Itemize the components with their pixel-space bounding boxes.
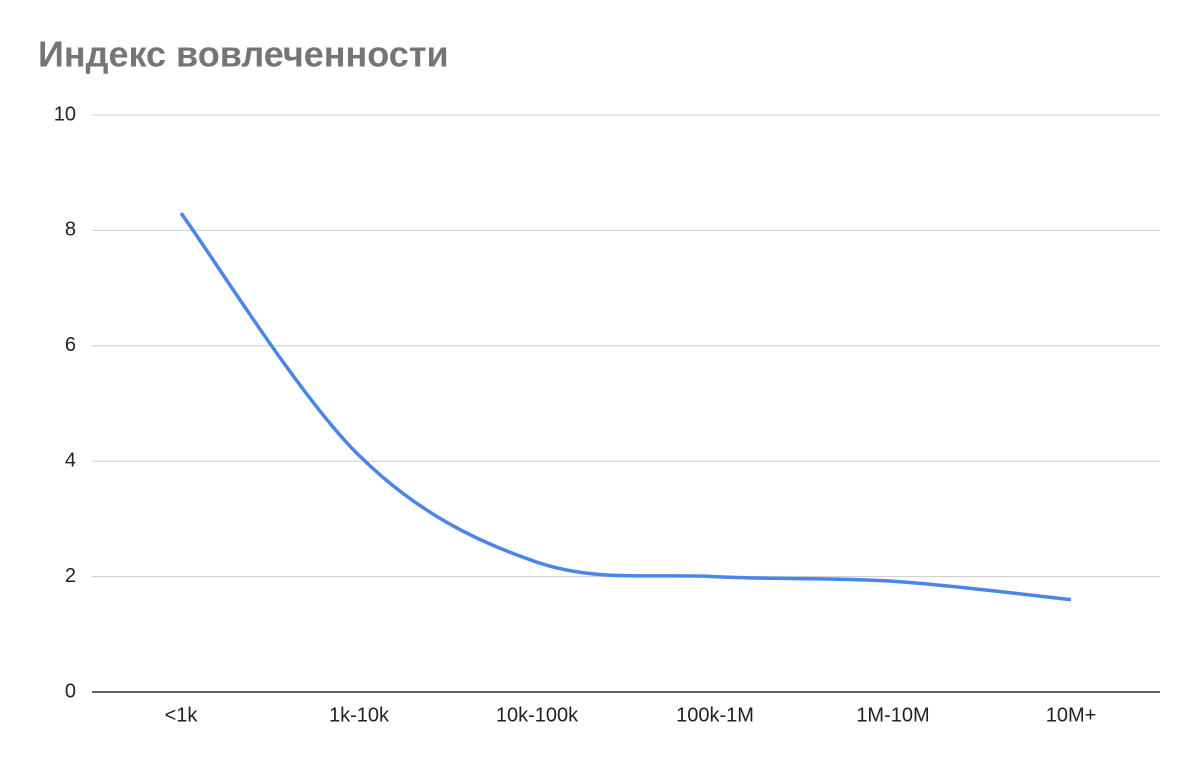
y-tick-label: 8 [65,219,76,241]
y-tick-label: 10 [54,103,76,125]
y-tick-label: 4 [65,449,76,471]
x-tick-label: 10k-100k [496,704,579,726]
y-tick-label: 2 [65,565,76,587]
x-tick-label: 100k-1M [676,704,754,726]
y-tick-label: 6 [65,334,76,356]
y-tick-label: 0 [65,680,76,702]
line [179,212,1072,602]
x-tick-label: 1M-10M [856,704,929,726]
x-tick-label: <1k [165,704,199,726]
x-tick-label: 1k-10k [329,704,390,726]
x-tick-label: 10M+ [1046,704,1097,726]
chart-title: Индекс вовлеченности [38,34,449,75]
